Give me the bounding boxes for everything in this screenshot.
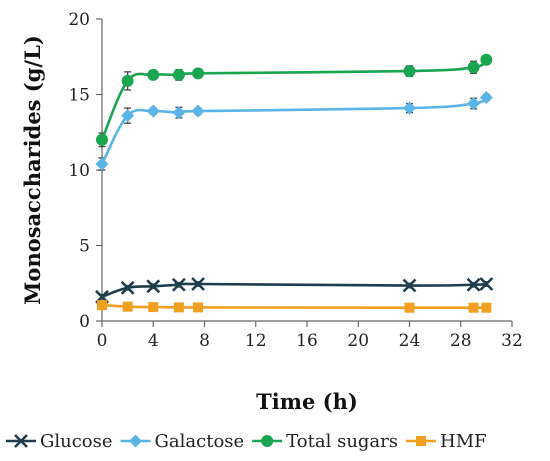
x-tick-label: 0 (97, 331, 108, 351)
legend-item-glucose: Glucose (6, 431, 113, 452)
legend-label: Total sugars (286, 431, 398, 452)
series-lines (100, 58, 488, 310)
legend-label: Galactose (155, 431, 245, 452)
legend-item-hmf: HMF (406, 431, 487, 452)
glucose-point (146, 279, 161, 294)
hmf-point (97, 300, 107, 311)
total-sugars-point (403, 65, 416, 78)
legend-marker (416, 436, 427, 446)
glucose-point (466, 277, 481, 292)
total-sugars-point (480, 53, 493, 66)
y-tick-label: 5 (79, 237, 90, 257)
galactose-point (121, 109, 135, 123)
x-tick-label: 24 (399, 331, 421, 351)
legend-marker (261, 435, 274, 447)
legend-item-galactose: Galactose (120, 431, 245, 452)
legend-marker (14, 434, 28, 448)
galactose-line (100, 96, 488, 165)
total-sugars-line (100, 58, 488, 141)
hmf-point (122, 301, 133, 312)
x-tick-label: 32 (501, 331, 523, 351)
galactose-point (95, 157, 109, 171)
total-sugars-point (172, 68, 185, 81)
hmf-point (468, 302, 479, 313)
total-sugars-point (121, 74, 134, 87)
legend: Glucose Galactose Total sugars HMF (6, 431, 487, 452)
hmf-point (173, 302, 184, 313)
glucose-point (120, 280, 135, 295)
y-tick-label: 0 (79, 312, 90, 332)
galactose-point (172, 106, 186, 120)
x-tick-label: 28 (450, 331, 472, 351)
galactose-point (467, 97, 481, 111)
x-tick-label: 4 (148, 331, 159, 351)
x-tick-label: 12 (245, 331, 267, 351)
hmf-point (148, 302, 159, 313)
legend-item-total-sugars: Total sugars (252, 431, 398, 452)
legend-marker (129, 434, 143, 448)
glucose-point (402, 278, 417, 293)
glucose-point (191, 277, 206, 291)
galactose-point (403, 101, 416, 115)
galactose-point (479, 91, 493, 105)
y-tick-label: 15 (68, 86, 90, 106)
galactose-point (191, 104, 205, 118)
glucose-point (479, 277, 494, 291)
x-tick-label: 8 (199, 331, 210, 351)
hmf-point (404, 302, 415, 313)
total-sugars-point (96, 133, 108, 146)
x-tick-label: 16 (296, 331, 318, 351)
total-sugars-point (192, 67, 205, 80)
legend-label: HMF (440, 431, 487, 452)
y-tick-label: 20 (68, 10, 90, 30)
hmf-point (193, 302, 204, 313)
glucose-point (171, 277, 186, 292)
series-markers (95, 53, 494, 313)
total-sugars-point (147, 68, 160, 81)
legend-label: Glucose (40, 431, 113, 452)
galactose-point (146, 104, 160, 118)
x-axis-title: Time (h) (256, 389, 358, 414)
total-sugars-point (467, 61, 480, 74)
glucose-line (101, 282, 487, 299)
x-tick-label: 20 (347, 331, 369, 351)
y-axis-title: Monosaccharides (g/L) (20, 35, 45, 305)
axes: 0 4 8 12 16 20 24 28 32 0 5 10 15 20 (68, 10, 522, 351)
hmf-point (481, 302, 492, 313)
y-tick-label: 10 (68, 161, 90, 181)
error-bars (98, 55, 490, 310)
hmf-line (101, 303, 487, 310)
